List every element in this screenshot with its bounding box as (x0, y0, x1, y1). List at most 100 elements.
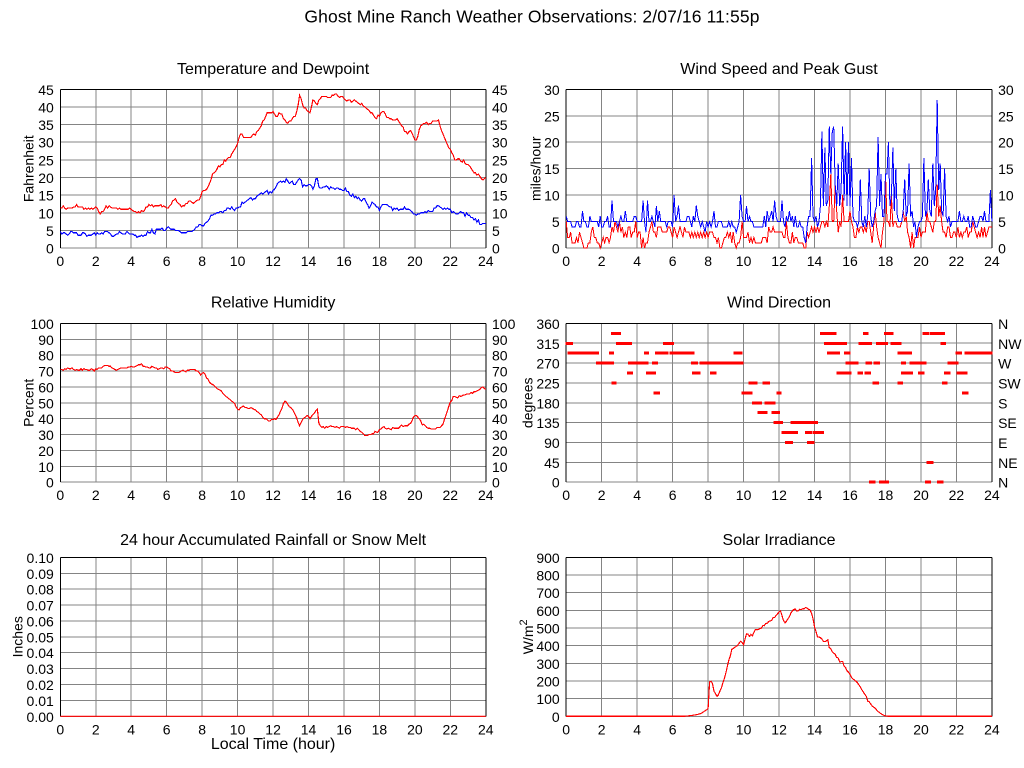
svg-text:18: 18 (878, 253, 894, 269)
svg-text:N: N (998, 475, 1008, 491)
svg-text:16: 16 (336, 721, 352, 737)
svg-text:135: 135 (536, 415, 560, 431)
svg-text:12: 12 (265, 721, 281, 737)
svg-text:4: 4 (633, 487, 641, 503)
svg-text:SW: SW (998, 375, 1021, 391)
svg-text:22: 22 (949, 487, 965, 503)
svg-text:100: 100 (536, 691, 560, 707)
svg-text:4: 4 (633, 721, 641, 737)
svg-text:30: 30 (492, 427, 508, 443)
svg-text:N: N (998, 316, 1008, 332)
svg-text:6: 6 (669, 487, 677, 503)
svg-text:45: 45 (492, 82, 508, 98)
svg-text:40: 40 (492, 411, 508, 427)
svg-text:20: 20 (913, 487, 929, 503)
svg-text:10: 10 (492, 459, 508, 475)
svg-text:225: 225 (536, 375, 560, 391)
svg-text:4: 4 (127, 487, 135, 503)
svg-text:4: 4 (127, 721, 135, 737)
svg-text:Temperature and Dewpoint: Temperature and Dewpoint (177, 61, 370, 78)
svg-text:360: 360 (536, 316, 560, 332)
svg-text:270: 270 (536, 356, 560, 372)
svg-text:W/m2: W/m2 (518, 619, 536, 654)
svg-text:15: 15 (38, 188, 54, 204)
svg-text:Local Time (hour): Local Time (hour) (211, 736, 336, 753)
svg-text:20: 20 (38, 443, 54, 459)
svg-text:20: 20 (913, 253, 929, 269)
svg-text:5: 5 (998, 214, 1006, 230)
svg-text:10: 10 (230, 253, 246, 269)
svg-text:0: 0 (552, 241, 560, 257)
svg-text:0: 0 (562, 487, 570, 503)
svg-text:NE: NE (998, 455, 1017, 471)
svg-text:2: 2 (92, 487, 100, 503)
svg-text:0: 0 (552, 709, 560, 725)
svg-text:4: 4 (127, 253, 135, 269)
svg-text:25: 25 (38, 152, 54, 168)
svg-text:0.00: 0.00 (27, 709, 54, 725)
svg-text:10: 10 (544, 188, 560, 204)
svg-text:60: 60 (492, 379, 508, 395)
svg-text:24: 24 (478, 487, 494, 503)
svg-text:24: 24 (478, 253, 494, 269)
svg-text:0: 0 (492, 241, 500, 257)
svg-text:14: 14 (301, 253, 317, 269)
svg-text:24: 24 (478, 721, 494, 737)
svg-text:8: 8 (198, 253, 206, 269)
svg-text:Relative Humidity: Relative Humidity (211, 295, 335, 312)
svg-text:8: 8 (198, 721, 206, 737)
svg-text:22: 22 (443, 487, 459, 503)
svg-text:5: 5 (552, 214, 560, 230)
svg-text:300: 300 (536, 656, 560, 672)
svg-text:18: 18 (878, 721, 894, 737)
svg-text:E: E (998, 435, 1007, 451)
svg-text:6: 6 (163, 721, 171, 737)
svg-text:24 hour Accumulated Rainfall o: 24 hour Accumulated Rainfall or Snow Mel… (120, 532, 426, 549)
svg-text:10: 10 (230, 487, 246, 503)
svg-text:600: 600 (536, 603, 560, 619)
svg-text:6: 6 (163, 487, 171, 503)
svg-text:2: 2 (92, 253, 100, 269)
svg-text:20: 20 (492, 170, 508, 186)
svg-text:22: 22 (443, 253, 459, 269)
svg-text:Inches: Inches (9, 616, 25, 657)
svg-text:0.02: 0.02 (27, 677, 54, 693)
svg-text:35: 35 (38, 117, 54, 133)
svg-text:2: 2 (598, 253, 606, 269)
svg-text:0: 0 (56, 253, 64, 269)
svg-text:0.09: 0.09 (27, 566, 54, 582)
svg-text:70: 70 (38, 364, 54, 380)
svg-text:800: 800 (536, 568, 560, 584)
svg-text:4: 4 (633, 253, 641, 269)
svg-text:0: 0 (552, 475, 560, 491)
svg-text:45: 45 (544, 455, 560, 471)
svg-text:0.10: 0.10 (27, 550, 54, 566)
svg-text:12: 12 (265, 253, 281, 269)
svg-text:15: 15 (492, 188, 508, 204)
svg-text:45: 45 (38, 82, 54, 98)
svg-text:0.03: 0.03 (27, 661, 54, 677)
svg-text:Wind Direction: Wind Direction (727, 295, 831, 312)
svg-text:6: 6 (669, 721, 677, 737)
svg-text:20: 20 (38, 170, 54, 186)
svg-text:degrees: degrees (520, 378, 536, 429)
svg-text:8: 8 (704, 253, 712, 269)
svg-text:90: 90 (544, 435, 560, 451)
svg-text:30: 30 (38, 135, 54, 151)
svg-text:18: 18 (878, 487, 894, 503)
svg-text:24: 24 (984, 721, 1000, 737)
svg-text:0: 0 (56, 487, 64, 503)
svg-text:0.04: 0.04 (27, 645, 54, 661)
svg-text:14: 14 (301, 721, 317, 737)
svg-text:40: 40 (38, 99, 54, 115)
svg-text:Ghost Mine Ranch Weather Obser: Ghost Mine Ranch Weather Observations: 2… (304, 7, 759, 27)
svg-text:12: 12 (265, 487, 281, 503)
svg-text:2: 2 (92, 721, 100, 737)
svg-text:12: 12 (771, 487, 787, 503)
svg-text:0.08: 0.08 (27, 582, 54, 598)
svg-text:30: 30 (998, 82, 1014, 98)
svg-text:8: 8 (704, 721, 712, 737)
svg-text:NW: NW (998, 336, 1022, 352)
svg-text:700: 700 (536, 585, 560, 601)
svg-text:30: 30 (38, 427, 54, 443)
